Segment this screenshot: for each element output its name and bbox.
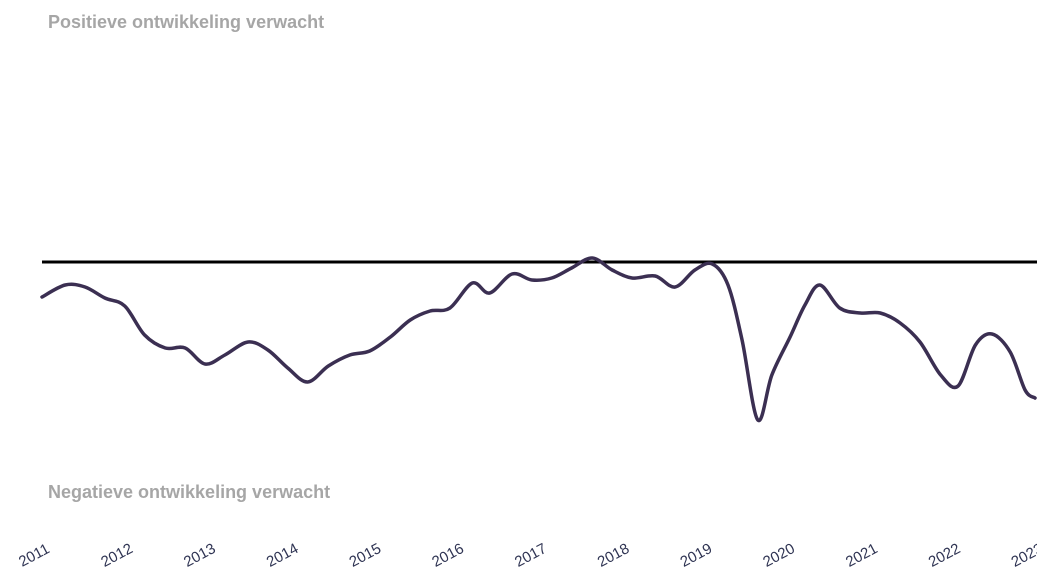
x-tick-label: 2012 xyxy=(98,540,135,571)
x-tick-label: 2018 xyxy=(595,540,632,571)
x-tick-label: 2019 xyxy=(678,540,715,571)
x-tick-label: 2015 xyxy=(347,540,384,571)
x-tick-label: 2011 xyxy=(16,540,52,570)
x-tick-label: 2016 xyxy=(429,540,466,571)
x-tick-label: 2021 xyxy=(843,540,880,571)
annotation: Negatieve ontwikkeling verwacht xyxy=(48,482,330,502)
x-tick-label: 2020 xyxy=(760,540,797,571)
x-tick-label: 2013 xyxy=(181,540,218,571)
x-tick-label: 2023 xyxy=(1009,540,1037,571)
x-tick-label: 2022 xyxy=(926,540,963,571)
annotation: Positieve ontwikkeling verwacht xyxy=(48,12,324,32)
line-series xyxy=(40,256,1037,423)
x-tick-label: 2014 xyxy=(264,540,301,571)
x-tick-label: 2017 xyxy=(512,540,549,571)
